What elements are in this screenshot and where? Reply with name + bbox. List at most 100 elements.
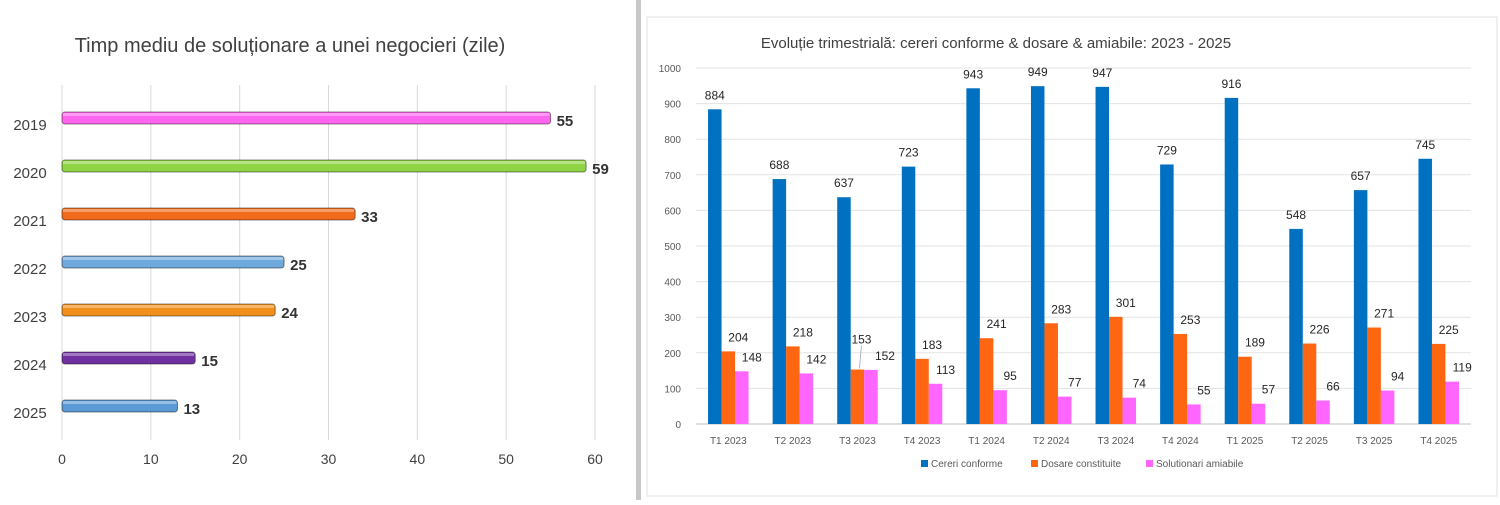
- bar-solutionari-amiabile: [1187, 404, 1201, 424]
- x-tick-label: 60: [587, 451, 603, 467]
- bar-cereri-conforme: [966, 88, 980, 425]
- x-category-label: T2 2023: [775, 436, 812, 447]
- bar: [61, 351, 196, 365]
- data-label: 204: [728, 330, 748, 344]
- x-category-label: T1 2025: [1227, 436, 1264, 447]
- bar-highlight: [63, 161, 586, 164]
- bar-solutionari-amiabile: [928, 383, 943, 424]
- y-tick-label: 0: [675, 420, 681, 431]
- data-label: 95: [1003, 369, 1017, 383]
- y-tick-label: 900: [664, 100, 681, 111]
- chart-title: Evoluție trimestrială: cereri conforme &…: [761, 35, 1231, 52]
- legend-swatch: [921, 460, 928, 467]
- data-label: 94: [1391, 370, 1405, 384]
- bar-dosare-constituite: [1367, 327, 1381, 424]
- bar-solutionari-amiabile: [993, 390, 1007, 424]
- y-category-label: 2021: [13, 213, 46, 230]
- bar-highlight: [63, 257, 284, 260]
- bar: [61, 207, 356, 221]
- bar-highlight: [63, 401, 177, 404]
- data-label: 74: [1133, 377, 1147, 391]
- data-label: 152: [875, 349, 895, 363]
- label-leader-line: [859, 345, 862, 369]
- x-category-label: T4 2024: [1162, 436, 1199, 447]
- data-label: 271: [1374, 307, 1394, 321]
- data-label: 916: [1221, 77, 1241, 91]
- data-label: 218: [793, 325, 813, 339]
- y-tick-label: 400: [664, 278, 681, 289]
- bar-dosare-constituite: [979, 338, 994, 424]
- data-label: 745: [1415, 138, 1435, 152]
- left-chart-panel: Timp mediu de soluționare a unei negocie…: [0, 0, 636, 500]
- x-tick-label: 0: [58, 451, 66, 467]
- y-category-label: 2024: [13, 357, 46, 374]
- data-label: 253: [1180, 313, 1200, 327]
- legend-swatch: [1146, 460, 1153, 467]
- bar-solutionari-amiabile: [1445, 381, 1459, 424]
- x-category-label: T4 2025: [1420, 436, 1457, 447]
- x-category-label: T2 2025: [1291, 436, 1328, 447]
- data-label: 33: [361, 209, 378, 226]
- bar-dosare-constituite: [1238, 356, 1252, 424]
- bar: [61, 399, 178, 413]
- y-category-label: 2020: [13, 165, 46, 182]
- data-label: 59: [592, 161, 609, 178]
- data-label: 947: [1092, 66, 1112, 80]
- bar-highlight: [63, 353, 195, 356]
- bar-cereri-conforme: [1224, 97, 1239, 425]
- y-tick-label: 200: [664, 349, 681, 360]
- data-label: 729: [1157, 143, 1177, 157]
- data-label: 148: [742, 350, 762, 364]
- y-tick-label: 1000: [659, 64, 682, 75]
- x-category-label: T3 2025: [1356, 436, 1393, 447]
- bar-cereri-conforme: [901, 166, 916, 424]
- y-category-label: 2022: [13, 261, 46, 278]
- right-chart-panel: Evoluție trimestrială: cereri conforme &…: [641, 0, 1500, 500]
- bar-solutionari-amiabile: [735, 371, 749, 424]
- panel-divider: [636, 0, 641, 500]
- bar-solutionari-amiabile: [1122, 397, 1137, 424]
- bar-solutionari-amiabile: [1057, 396, 1072, 424]
- y-tick-label: 300: [664, 313, 681, 324]
- y-tick-label: 600: [664, 206, 681, 217]
- bar-dosare-constituite: [915, 358, 929, 424]
- bar: [61, 303, 276, 317]
- y-tick-label: 700: [664, 171, 681, 182]
- x-category-label: T1 2024: [968, 436, 1005, 447]
- data-label: 688: [769, 158, 789, 172]
- y-tick-label: 800: [664, 135, 681, 146]
- bar-solutionari-amiabile: [1316, 400, 1330, 424]
- avg-resolution-time-chart: Timp mediu de soluționare a unei negocie…: [13, 35, 609, 467]
- legend-label: Solutionari amiabile: [1156, 459, 1244, 470]
- x-category-label: T3 2024: [1097, 436, 1134, 447]
- x-category-label: T1 2023: [710, 436, 747, 447]
- bar-cereri-conforme: [1160, 164, 1174, 424]
- bar-cereri-conforme: [1418, 158, 1432, 424]
- data-label: 548: [1286, 208, 1306, 222]
- data-label: 13: [183, 401, 200, 418]
- x-category-label: T4 2023: [904, 436, 941, 447]
- y-category-label: 2023: [13, 309, 46, 326]
- data-label: 189: [1245, 336, 1265, 350]
- y-category-label: 2025: [13, 405, 46, 422]
- bar: [61, 255, 285, 269]
- x-tick-label: 10: [143, 451, 159, 467]
- data-label: 113: [936, 363, 955, 377]
- data-label: 949: [1028, 65, 1048, 79]
- bar-dosare-constituite: [1302, 343, 1317, 424]
- bar-dosare-constituite: [1044, 323, 1058, 424]
- data-label: 637: [834, 176, 854, 190]
- bar-dosare-constituite: [850, 369, 865, 424]
- bar-dosare-constituite: [1109, 316, 1123, 424]
- bar-solutionari-amiabile: [1251, 403, 1266, 424]
- legend-swatch: [1031, 460, 1038, 467]
- bar-cereri-conforme: [1353, 190, 1368, 424]
- data-label: 57: [1262, 383, 1276, 397]
- legend-label: Cereri conforme: [931, 459, 1003, 470]
- data-label: 723: [899, 146, 919, 160]
- data-label: 657: [1351, 169, 1371, 183]
- data-label: 55: [557, 113, 574, 130]
- bar-cereri-conforme: [1030, 86, 1045, 424]
- data-label: 301: [1116, 296, 1136, 310]
- chart-title: Timp mediu de soluționare a unei negocie…: [75, 35, 506, 57]
